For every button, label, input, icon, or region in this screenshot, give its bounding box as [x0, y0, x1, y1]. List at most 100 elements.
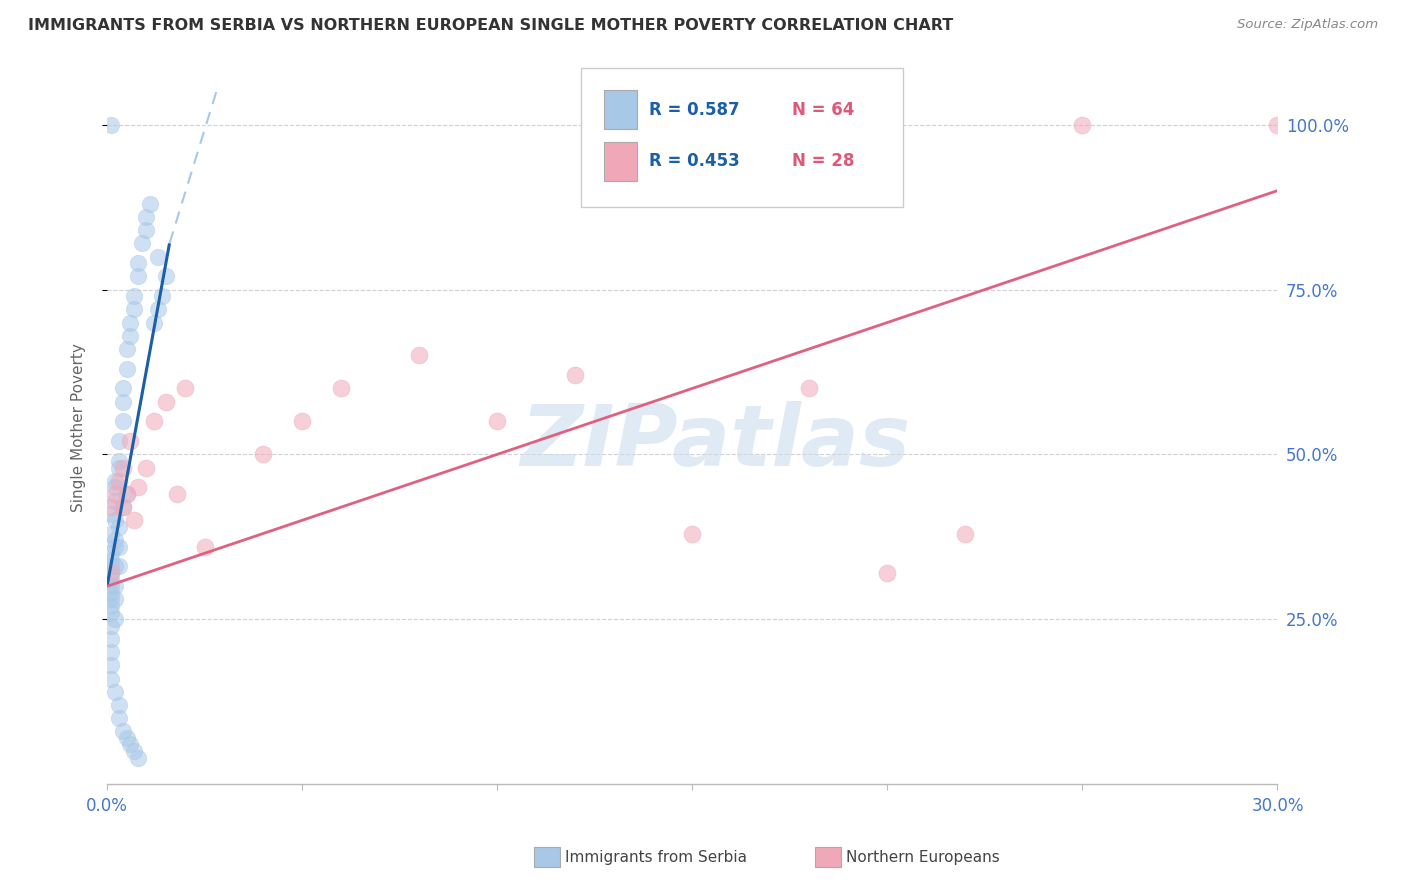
Point — [100, 592, 122, 607]
Point — [146, 302, 169, 317]
Point — [107, 460, 129, 475]
Point — [107, 434, 129, 449]
Point — [135, 460, 157, 475]
Text: Immigrants from Serbia: Immigrants from Serbia — [565, 850, 747, 864]
Point — [100, 507, 122, 521]
Point — [111, 724, 134, 739]
Point — [124, 744, 146, 758]
Point — [104, 540, 127, 554]
Point — [150, 289, 173, 303]
Point — [100, 658, 122, 673]
Point — [107, 520, 129, 534]
Point — [104, 612, 127, 626]
Point — [100, 526, 122, 541]
Point — [100, 500, 122, 515]
Point — [100, 599, 122, 613]
Point — [564, 368, 586, 383]
Point — [100, 118, 122, 132]
Text: Source: ZipAtlas.com: Source: ZipAtlas.com — [1237, 18, 1378, 31]
Point — [127, 750, 149, 764]
Y-axis label: Single Mother Poverty: Single Mother Poverty — [72, 343, 86, 512]
Point — [111, 500, 134, 515]
Point — [135, 210, 157, 224]
Point — [681, 526, 703, 541]
Bar — [605, 90, 637, 129]
Point — [142, 316, 165, 330]
Point — [155, 394, 177, 409]
Point — [127, 480, 149, 494]
Point — [104, 480, 127, 494]
Point — [100, 606, 122, 620]
Point — [107, 474, 129, 488]
Text: N = 28: N = 28 — [792, 152, 853, 170]
Text: R = 0.587: R = 0.587 — [650, 101, 740, 119]
Point — [124, 302, 146, 317]
Point — [135, 223, 157, 237]
Point — [100, 553, 122, 567]
Point — [142, 414, 165, 428]
Point — [111, 460, 134, 475]
Point — [330, 381, 353, 395]
Point — [104, 685, 127, 699]
Point — [120, 316, 142, 330]
Point — [111, 394, 134, 409]
Point — [107, 540, 129, 554]
Point — [124, 513, 146, 527]
Point — [120, 434, 142, 449]
Point — [104, 592, 127, 607]
Point — [107, 711, 129, 725]
Point — [115, 731, 138, 745]
Point — [408, 349, 430, 363]
Point — [115, 361, 138, 376]
Point — [127, 269, 149, 284]
Point — [100, 566, 122, 580]
Point — [100, 573, 122, 587]
Point — [799, 381, 821, 395]
Point — [1267, 118, 1289, 132]
Text: R = 0.453: R = 0.453 — [650, 152, 740, 170]
Point — [107, 454, 129, 468]
Point — [174, 381, 197, 395]
Point — [100, 672, 122, 686]
Point — [104, 513, 127, 527]
Point — [104, 559, 127, 574]
Point — [100, 586, 122, 600]
Bar — [605, 142, 637, 181]
Point — [100, 546, 122, 560]
Point — [115, 487, 138, 501]
Point — [100, 632, 122, 646]
Point — [127, 256, 149, 270]
Point — [486, 414, 509, 428]
Point — [120, 328, 142, 343]
Point — [131, 236, 153, 251]
Point — [252, 447, 274, 461]
Point — [120, 738, 142, 752]
Point — [107, 559, 129, 574]
Text: ZIPatlas: ZIPatlas — [520, 401, 911, 483]
Point — [115, 487, 138, 501]
Text: Northern Europeans: Northern Europeans — [846, 850, 1000, 864]
Point — [124, 289, 146, 303]
Text: N = 64: N = 64 — [792, 101, 853, 119]
Point — [291, 414, 314, 428]
Point — [166, 487, 188, 501]
Point — [104, 474, 127, 488]
Point — [194, 540, 217, 554]
Point — [155, 269, 177, 284]
Point — [104, 579, 127, 593]
Point — [100, 579, 122, 593]
Point — [146, 250, 169, 264]
Point — [876, 566, 898, 580]
Point — [955, 526, 977, 541]
Point — [115, 342, 138, 356]
Point — [100, 619, 122, 633]
Text: IMMIGRANTS FROM SERBIA VS NORTHERN EUROPEAN SINGLE MOTHER POVERTY CORRELATION CH: IMMIGRANTS FROM SERBIA VS NORTHERN EUROP… — [28, 18, 953, 33]
Point — [100, 559, 122, 574]
Point — [111, 500, 134, 515]
Point — [111, 414, 134, 428]
Point — [111, 381, 134, 395]
Point — [1071, 118, 1094, 132]
Point — [104, 487, 127, 501]
Point — [104, 493, 127, 508]
Point — [139, 197, 162, 211]
